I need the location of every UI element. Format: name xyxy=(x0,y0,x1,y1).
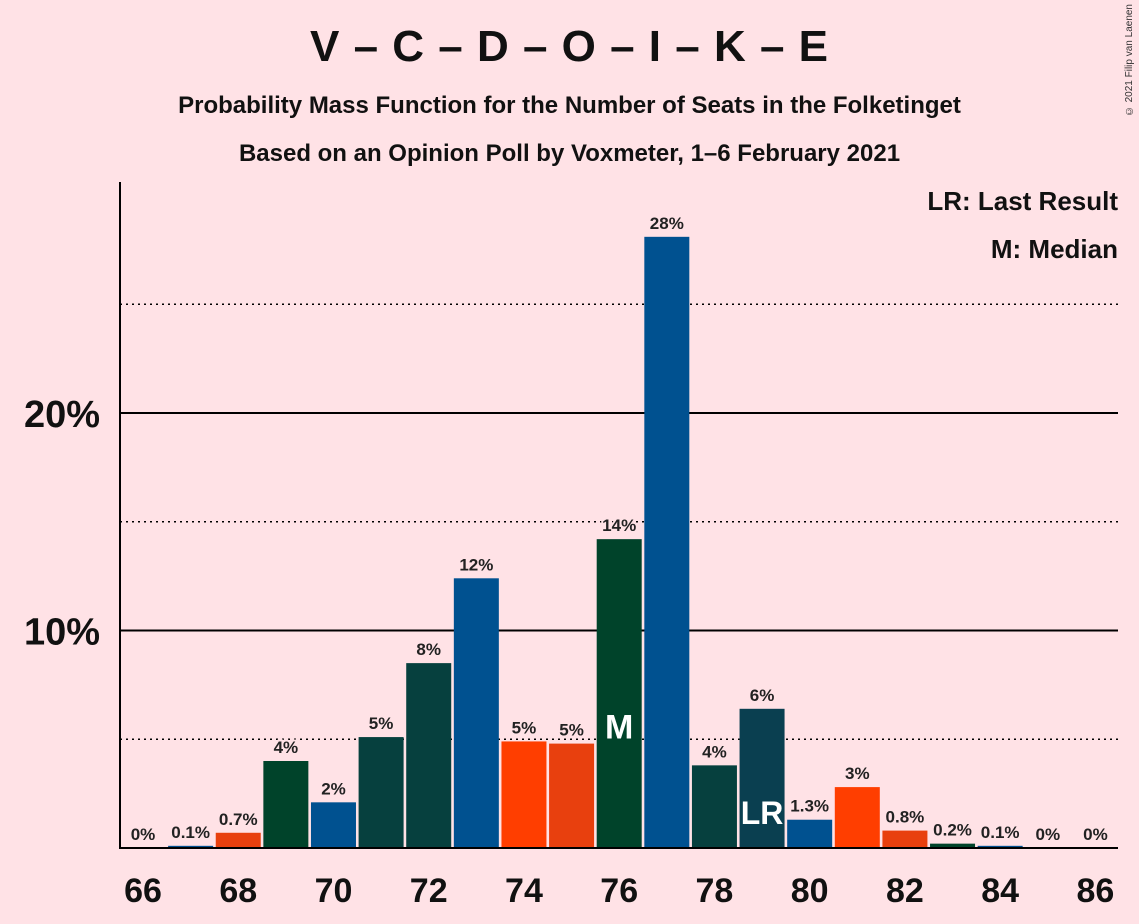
x-tick-label: 68 xyxy=(219,872,257,910)
bar-value-label: 2% xyxy=(321,779,346,798)
bar xyxy=(263,761,309,848)
bar-value-label: 0.8% xyxy=(886,808,925,827)
bar-value-label: 12% xyxy=(459,555,493,574)
bars-layer xyxy=(168,236,1023,848)
value-labels-layer: 0% 0.1% 0.7% 4% 2% 5% 8% 12% 5% 5% 14% M 28% 4% 6% LR 1.… xyxy=(129,212,1110,846)
y-tick-label: 20% xyxy=(24,394,100,436)
legend-last-result: LR: Last Result xyxy=(927,186,1118,216)
bar xyxy=(406,663,452,848)
bar-value-label: 8% xyxy=(416,640,441,659)
x-tick-label: 76 xyxy=(600,872,638,910)
bar xyxy=(453,578,499,848)
legend-median: M: Median xyxy=(990,234,1118,264)
bar xyxy=(834,787,880,848)
bar-value-label: 4% xyxy=(274,738,299,757)
last-result-marker: LR xyxy=(741,795,784,831)
x-tick-label: 82 xyxy=(886,872,924,910)
bar-value-label: 0.7% xyxy=(219,810,258,829)
bar xyxy=(691,765,737,848)
bar xyxy=(977,845,1023,848)
bar-value-label: 1.3% xyxy=(790,797,829,816)
bar-value-label: 0.1% xyxy=(981,823,1020,842)
bar-value-label: 0% xyxy=(131,825,156,844)
x-tick-label: 80 xyxy=(791,872,829,910)
bar xyxy=(168,845,214,848)
bar xyxy=(930,843,976,848)
x-tick-label: 84 xyxy=(981,872,1019,910)
bar-value-label: 14% xyxy=(602,516,636,535)
bar xyxy=(596,539,642,848)
bar-value-label: 0.1% xyxy=(171,823,210,842)
x-tick-label: 66 xyxy=(124,872,162,910)
bar-value-label: 6% xyxy=(750,686,775,705)
bar xyxy=(549,743,595,848)
chart-subtitle-2: Based on an Opinion Poll by Voxmeter, 1–… xyxy=(238,140,901,167)
bar-value-label: 0% xyxy=(1035,825,1060,844)
x-tick-label: 86 xyxy=(1076,872,1114,910)
bar-value-label: 5% xyxy=(559,721,584,740)
bar-value-label: 5% xyxy=(369,714,394,733)
x-tick-label: 78 xyxy=(696,872,734,910)
bar-value-label: 0% xyxy=(1083,825,1108,844)
bar-value-label: 3% xyxy=(845,764,870,783)
bar xyxy=(882,830,928,848)
bar-value-label: 28% xyxy=(650,214,684,233)
y-tick-label: 10% xyxy=(24,612,100,654)
median-marker: M xyxy=(605,708,633,746)
bar xyxy=(501,741,547,848)
x-tick-label: 74 xyxy=(505,872,543,910)
bar xyxy=(739,708,785,848)
bar xyxy=(358,737,404,848)
chart-subtitle-1: Probability Mass Function for the Number… xyxy=(178,92,961,119)
bar xyxy=(644,236,690,848)
bar xyxy=(310,802,356,848)
x-tick-label: 70 xyxy=(315,872,353,910)
x-tick-label: 72 xyxy=(410,872,448,910)
bar xyxy=(215,832,261,848)
bar-value-label: 4% xyxy=(702,742,727,761)
bar-value-label: 0.2% xyxy=(933,821,972,840)
chart-title: V – C – D – O – I – K – E xyxy=(310,22,829,71)
bar xyxy=(787,819,833,848)
axes-layer: 10% 20% 66 68 70 72 74 76 78 80 82 84 86 xyxy=(24,182,1118,910)
bar-value-label: 5% xyxy=(512,718,537,737)
